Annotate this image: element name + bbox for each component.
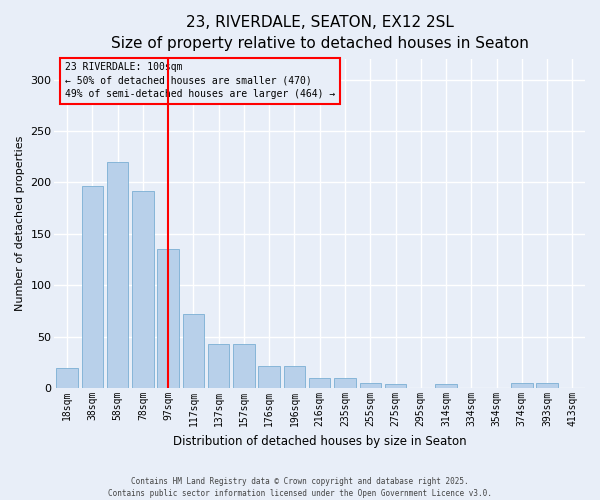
Bar bbox=[284, 366, 305, 388]
Bar bbox=[536, 383, 558, 388]
Bar bbox=[309, 378, 331, 388]
Bar bbox=[436, 384, 457, 388]
Bar bbox=[259, 366, 280, 388]
Bar bbox=[233, 344, 254, 388]
Bar bbox=[359, 383, 381, 388]
Title: 23, RIVERDALE, SEATON, EX12 2SL
Size of property relative to detached houses in : 23, RIVERDALE, SEATON, EX12 2SL Size of … bbox=[111, 15, 529, 51]
Text: 23 RIVERDALE: 100sqm
← 50% of detached houses are smaller (470)
49% of semi-deta: 23 RIVERDALE: 100sqm ← 50% of detached h… bbox=[65, 62, 335, 99]
Bar bbox=[56, 368, 78, 388]
Bar bbox=[208, 344, 229, 388]
Bar bbox=[182, 314, 204, 388]
Bar bbox=[82, 186, 103, 388]
Bar bbox=[334, 378, 356, 388]
Bar bbox=[157, 250, 179, 388]
Y-axis label: Number of detached properties: Number of detached properties bbox=[15, 136, 25, 312]
X-axis label: Distribution of detached houses by size in Seaton: Distribution of detached houses by size … bbox=[173, 434, 467, 448]
Bar bbox=[511, 383, 533, 388]
Text: Contains HM Land Registry data © Crown copyright and database right 2025.
Contai: Contains HM Land Registry data © Crown c… bbox=[108, 476, 492, 498]
Bar bbox=[132, 190, 154, 388]
Bar bbox=[107, 162, 128, 388]
Bar bbox=[385, 384, 406, 388]
